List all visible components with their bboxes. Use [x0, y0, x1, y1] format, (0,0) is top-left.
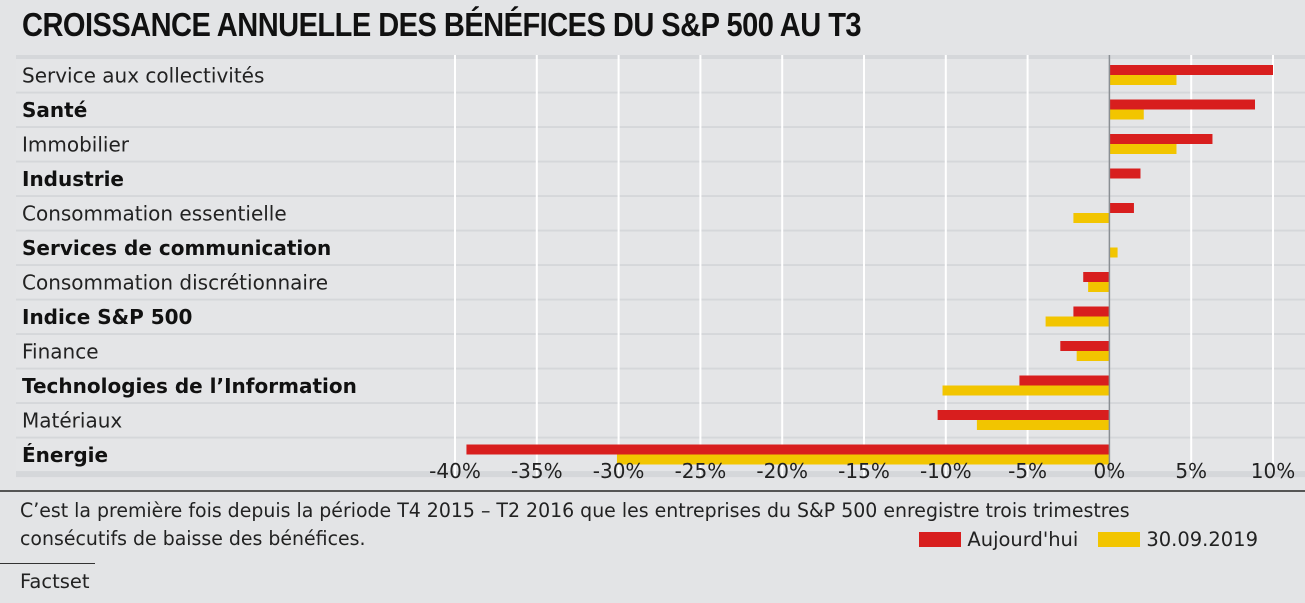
bar-today [1109, 168, 1141, 179]
category-label: Immobilier [22, 132, 130, 156]
source: Factset [20, 570, 90, 593]
row-band [16, 128, 1305, 161]
bar-today [1073, 306, 1110, 317]
category-label: Consommation essentielle [22, 201, 287, 225]
legend: Aujourd'hui 30.09.2019 [899, 528, 1258, 551]
bar-previous [1045, 316, 1110, 327]
legend-item-previous: 30.09.2019 [1098, 528, 1258, 551]
row-band [16, 231, 1305, 265]
legend-label-today: Aujourd'hui [967, 528, 1079, 551]
legend-swatch-previous [1098, 532, 1141, 547]
bar-previous [1109, 75, 1177, 85]
category-label: Consommation discrétionnaire [22, 270, 328, 294]
x-tick-label: 5% [1175, 459, 1207, 483]
bar-previous [1109, 109, 1144, 120]
divider [0, 490, 1305, 492]
bar-today [1019, 375, 1110, 386]
bar-previous [1076, 351, 1110, 361]
bar-previous [942, 385, 1110, 396]
bar-today [1109, 99, 1256, 110]
row-band [16, 162, 1305, 196]
bar-previous [1109, 144, 1177, 154]
row-band [16, 335, 1305, 368]
x-tick-label: -40% [429, 459, 481, 483]
x-tick-label: -5% [1008, 459, 1047, 483]
bar-today [1109, 65, 1273, 75]
x-tick-label: 0% [1094, 459, 1126, 483]
row-band [16, 300, 1305, 334]
source-rule [0, 563, 95, 564]
row-band [16, 404, 1305, 437]
x-tick-label: -20% [756, 459, 808, 483]
bar-today [1083, 272, 1110, 282]
bar-previous [1073, 213, 1110, 223]
chart-title: CROISSANCE ANNUELLE DES BÉNÉFICES DU S&P… [22, 6, 862, 43]
bar-previous [1109, 247, 1118, 258]
category-label: Matériaux [22, 408, 122, 432]
legend-label-previous: 30.09.2019 [1146, 528, 1258, 551]
category-label: Énergie [22, 443, 108, 467]
category-label: Technologies de l’Information [22, 374, 357, 398]
category-label: Services de communication [22, 236, 331, 260]
bar-today [937, 410, 1110, 420]
category-label: Finance [22, 339, 99, 363]
bar-today [1109, 134, 1213, 144]
bar-previous [616, 454, 1110, 465]
x-tick-label: -25% [675, 459, 727, 483]
legend-item-today: Aujourd'hui [919, 528, 1078, 551]
x-tick-label: -10% [920, 459, 972, 483]
x-tick-label: -30% [593, 459, 645, 483]
x-tick-label: -15% [838, 459, 890, 483]
bar-previous [976, 420, 1110, 430]
bar-today [1109, 203, 1134, 213]
row-band [16, 93, 1305, 127]
category-label: Service aux collectivités [22, 63, 264, 87]
x-tick-label: -35% [511, 459, 563, 483]
category-label: Santé [22, 98, 87, 122]
bar-today [1060, 341, 1110, 351]
chart-note: C’est la première fois depuis la période… [20, 499, 1130, 550]
x-tick-label: 10% [1251, 459, 1295, 483]
category-label: Industrie [22, 167, 124, 191]
row-band [16, 59, 1305, 92]
bar-today [466, 444, 1110, 455]
legend-swatch-today [919, 532, 962, 547]
bar-chart: Service aux collectivités Santé Immobilier… [16, 55, 1305, 483]
category-label: Indice S&P 500 [22, 305, 192, 329]
bar-previous [1088, 282, 1110, 292]
